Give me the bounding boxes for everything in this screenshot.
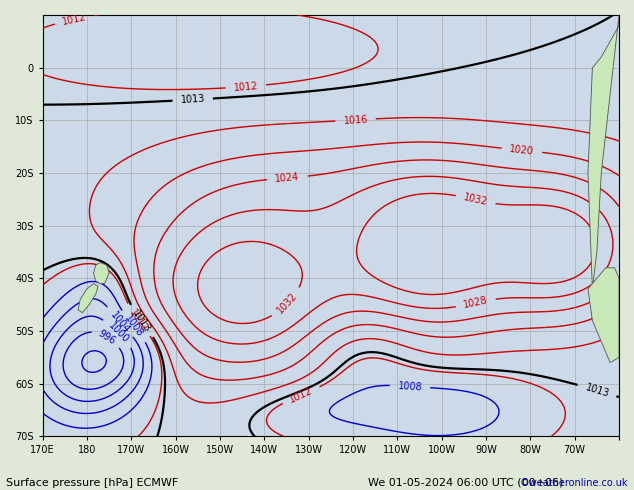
Text: 1032: 1032: [463, 192, 489, 207]
Text: 1016: 1016: [343, 114, 368, 125]
Text: 1024: 1024: [275, 172, 300, 184]
Text: 1013: 1013: [131, 308, 153, 334]
Text: 1013: 1013: [180, 94, 205, 105]
Text: 996: 996: [97, 328, 118, 346]
Text: 1012: 1012: [127, 307, 150, 333]
Polygon shape: [94, 263, 109, 284]
Polygon shape: [78, 284, 98, 313]
Text: 1020: 1020: [509, 144, 534, 157]
Text: 1012: 1012: [233, 81, 259, 93]
Text: 1028: 1028: [463, 295, 489, 310]
Text: 1032: 1032: [275, 291, 299, 316]
Polygon shape: [588, 15, 619, 289]
Text: 1004: 1004: [108, 309, 132, 335]
Text: 1000: 1000: [107, 320, 131, 345]
Text: We 01-05-2024 06:00 UTC (00+06): We 01-05-2024 06:00 UTC (00+06): [368, 478, 563, 488]
Text: 1008: 1008: [122, 314, 145, 339]
Text: 1013: 1013: [584, 382, 611, 399]
Text: Surface pressure [hPa] ECMWF: Surface pressure [hPa] ECMWF: [6, 478, 179, 488]
Text: ©weatheronline.co.uk: ©weatheronline.co.uk: [519, 478, 628, 488]
Text: 1012: 1012: [288, 386, 314, 405]
Text: 1012: 1012: [61, 12, 87, 27]
Polygon shape: [588, 268, 619, 363]
Text: 1008: 1008: [398, 381, 422, 392]
